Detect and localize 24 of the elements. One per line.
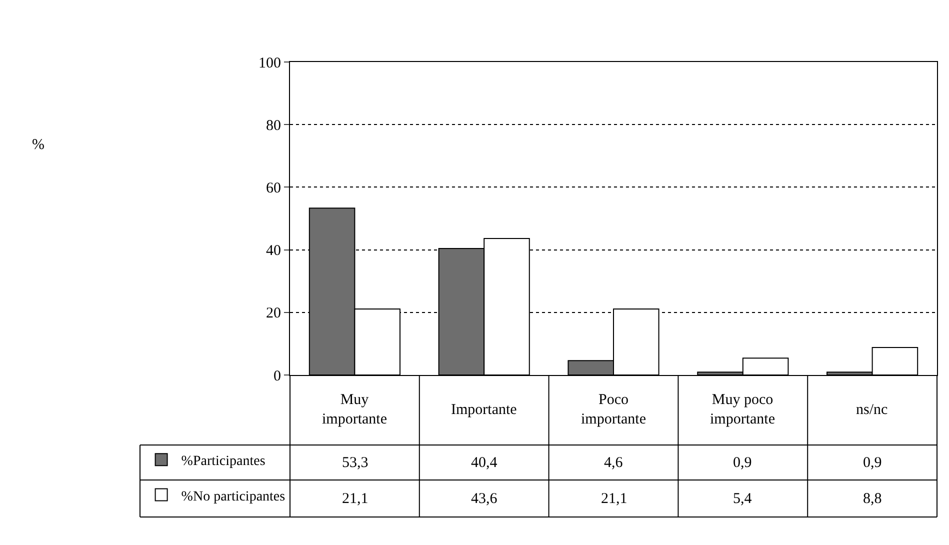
data-label: 5,4 [733,491,752,507]
data-label: 21,1 [342,491,368,507]
data-label: 8,8 [863,491,882,507]
data-label: 21,1 [601,491,628,507]
y-tick-label: 100 [258,55,281,72]
data-label: 43,6 [471,491,498,507]
data-label: 53,3 [342,455,368,471]
y-tick-label: 60 [266,180,281,196]
data-label: 4,6 [604,455,624,471]
x-tick-label: Poco importante [581,392,646,428]
y-tick-label: 40 [266,243,281,260]
x-tick-label: Importante [451,402,518,418]
x-tick-label: Muy poco importante [710,392,776,428]
data-label: 40,4 [471,455,498,471]
x-tick-label: Muy importante [322,392,388,428]
legend-label: %No participantes [181,489,286,504]
y-tick-label: 20 [266,306,281,322]
text: % [32,137,44,153]
legend-label: %Participantes [181,454,266,470]
x-tick-label: ns/nc [856,402,888,418]
data-label: 0,9 [863,455,882,471]
y-tick-label: 80 [266,118,281,134]
data-label: 0,9 [733,455,752,471]
y-tick-label: 0 [274,368,281,384]
